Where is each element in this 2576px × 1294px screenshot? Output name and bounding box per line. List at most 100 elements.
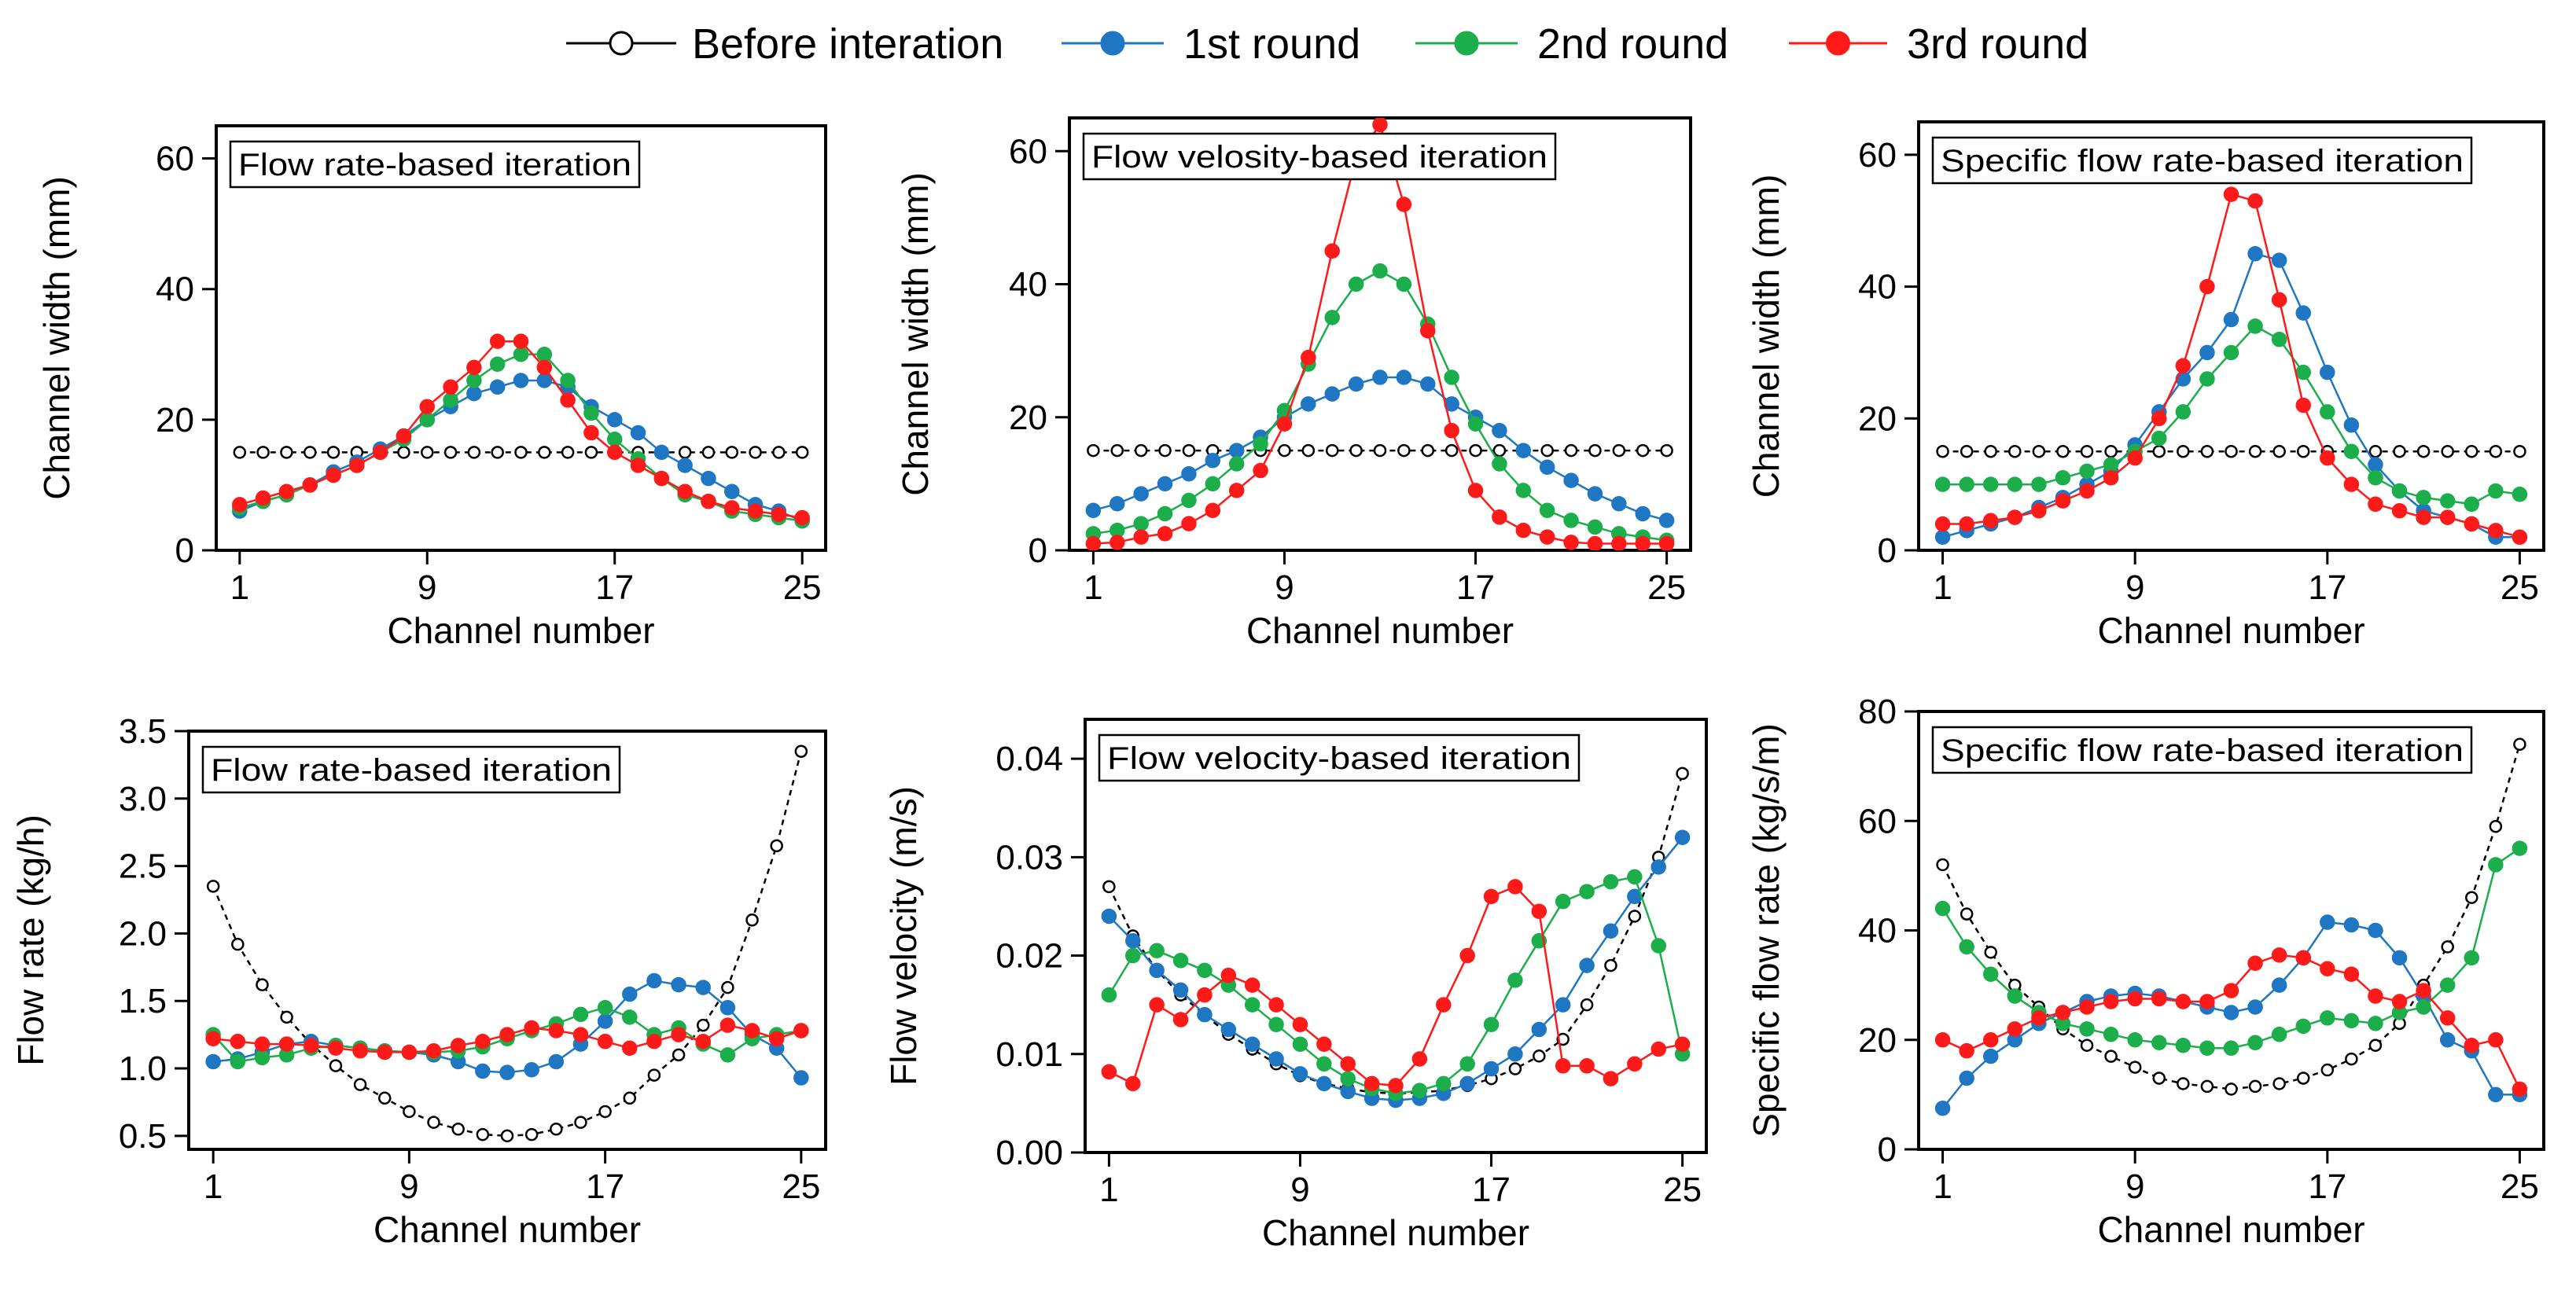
panel-title-box xyxy=(1098,733,1581,782)
data-point xyxy=(671,1027,686,1042)
data-point xyxy=(584,446,598,459)
data-point xyxy=(489,333,506,349)
x-tick-label: 9 xyxy=(2125,1167,2144,1206)
data-point xyxy=(1444,422,1459,439)
data-point xyxy=(1420,323,1436,339)
data-point xyxy=(561,446,575,459)
data-point xyxy=(2223,983,2239,998)
data-point xyxy=(1197,987,1213,1003)
data-point xyxy=(2295,305,2311,321)
data-point xyxy=(2272,444,2286,458)
data-point xyxy=(401,1044,418,1061)
x-tick-label: 17 xyxy=(586,1167,624,1206)
y-tick-label: 0.00 xyxy=(995,1134,1063,1172)
data-point xyxy=(2007,509,2023,525)
y-tick-label: 40 xyxy=(1858,912,1897,950)
legend-marker xyxy=(1100,31,1125,56)
data-point xyxy=(2247,955,2263,972)
data-point xyxy=(630,425,646,441)
data-point xyxy=(622,1009,638,1025)
data-point xyxy=(2416,444,2431,458)
data-point xyxy=(646,972,662,989)
data-point xyxy=(724,500,740,516)
data-point xyxy=(2368,1016,2383,1031)
data-point xyxy=(1181,516,1197,531)
data-point xyxy=(231,937,245,951)
data-point xyxy=(254,1050,270,1066)
x-tick-label: 17 xyxy=(595,568,634,607)
data-point xyxy=(1268,1051,1284,1067)
data-point xyxy=(2513,444,2526,458)
data-point xyxy=(701,446,716,459)
data-point xyxy=(1292,1036,1308,1052)
series-line-1 xyxy=(1108,836,1684,1101)
data-point xyxy=(2488,857,2504,873)
data-point xyxy=(574,1116,587,1129)
data-point xyxy=(443,446,458,459)
data-point xyxy=(1507,879,1523,895)
data-point xyxy=(1110,443,1124,458)
data-point xyxy=(513,373,529,388)
data-point xyxy=(1316,1056,1332,1072)
data-point xyxy=(524,1127,539,1141)
y-tick-label: 1.5 xyxy=(119,982,167,1020)
data-point xyxy=(419,412,436,428)
y-tick-label: 20 xyxy=(1858,399,1897,438)
x-tick-label: 1 xyxy=(1933,1167,1952,1206)
data-point xyxy=(1411,1051,1428,1067)
chart-panel-5: 1 9 17 25 0.00 0.01 0.02 0.03 0.04 Channel number… xyxy=(883,718,1708,1253)
data-point xyxy=(2271,947,2287,963)
data-point xyxy=(2152,444,2166,458)
x-axis-title: Channel number xyxy=(374,1209,641,1250)
data-point xyxy=(278,483,295,499)
data-point xyxy=(419,399,436,414)
data-point xyxy=(1563,472,1579,488)
data-point xyxy=(513,333,529,349)
data-point xyxy=(1588,443,1602,458)
data-point xyxy=(524,1061,539,1078)
data-point xyxy=(1603,923,1619,939)
data-point xyxy=(1157,476,1173,492)
data-point xyxy=(1539,459,1555,475)
data-point xyxy=(1157,526,1173,542)
series-line-0 xyxy=(1941,744,2521,1090)
data-point xyxy=(2296,1072,2310,1085)
data-point xyxy=(2103,1027,2119,1042)
data-point xyxy=(1507,1046,1523,1062)
data-point xyxy=(1611,535,1627,550)
data-point xyxy=(770,839,783,853)
y-tick-label: 3.5 xyxy=(119,712,167,751)
data-point xyxy=(1959,516,1974,532)
plot-frame xyxy=(187,730,827,1151)
y-tick-label: 40 xyxy=(1009,266,1047,304)
data-point xyxy=(1182,443,1196,458)
data-point xyxy=(793,1070,809,1086)
y-axis-title: Specific flow rate (kg/s/m) xyxy=(1746,723,1787,1138)
data-point xyxy=(793,1023,809,1039)
data-point xyxy=(1555,997,1571,1013)
series-group xyxy=(1934,737,2528,1116)
data-point xyxy=(2368,457,2383,472)
data-point xyxy=(672,1048,686,1062)
data-point xyxy=(653,444,670,461)
data-point xyxy=(233,446,247,459)
data-point xyxy=(1459,1075,1475,1092)
data-point xyxy=(1579,1058,1595,1074)
data-point xyxy=(771,506,787,523)
legend-label: 2nd round xyxy=(1537,20,1728,68)
data-point xyxy=(1228,483,1245,498)
data-point xyxy=(1205,453,1221,469)
x-tick-label: 17 xyxy=(1456,568,1495,607)
data-point xyxy=(1181,465,1197,482)
data-point xyxy=(1676,766,1689,781)
data-point xyxy=(536,347,553,362)
data-point xyxy=(254,1036,270,1052)
data-point xyxy=(2488,1032,2504,1048)
data-point xyxy=(326,446,340,459)
data-point xyxy=(548,1023,565,1039)
series-line-3 xyxy=(1108,885,1683,1087)
data-point xyxy=(2103,470,2119,486)
data-point xyxy=(443,392,458,408)
data-point xyxy=(2080,444,2094,458)
